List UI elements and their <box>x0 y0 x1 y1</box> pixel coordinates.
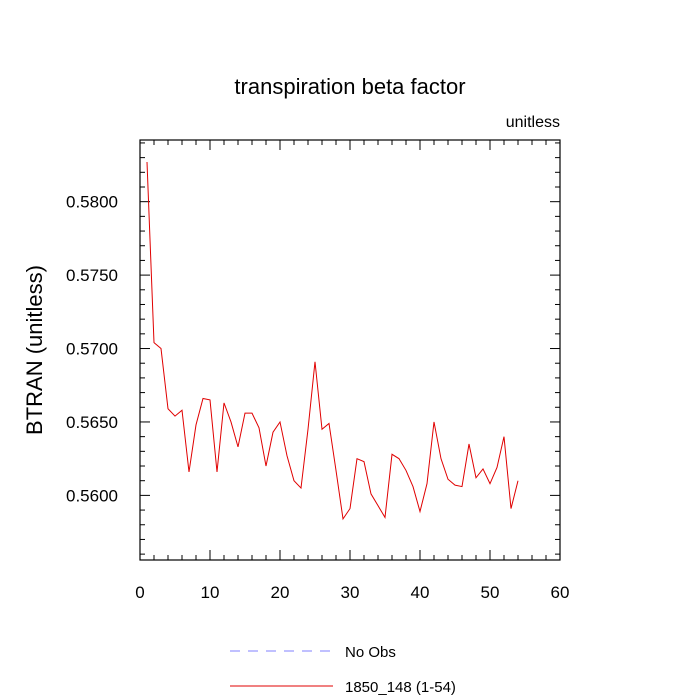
y-tick-label: 0.5800 <box>66 193 118 212</box>
y-axis-label: BTRAN (unitless) <box>22 265 47 435</box>
y-tick-label: 0.5700 <box>66 340 118 359</box>
x-tick-label: 20 <box>271 583 290 602</box>
x-tick-label: 60 <box>551 583 570 602</box>
series-layer <box>146 162 519 521</box>
y-tick-label: 0.5600 <box>66 486 118 505</box>
y-tick-label: 0.5650 <box>66 413 118 432</box>
x-tick-label: 50 <box>481 583 500 602</box>
x-tick-label: 0 <box>135 583 144 602</box>
units-label: unitless <box>506 114 560 131</box>
y-tick-label: 0.5750 <box>66 266 118 285</box>
x-tick-label: 30 <box>341 583 360 602</box>
x-tick-label: 10 <box>201 583 220 602</box>
legend-label-0: No Obs <box>345 644 396 661</box>
legend: No Obs 1850_148 (1-54) <box>230 644 456 696</box>
chart-title: transpiration beta factor <box>234 74 465 99</box>
axis-tick-labels: 0 10 20 30 40 50 60 0.5600 0.5650 0.5700 0.5750 0.5… <box>66 193 569 602</box>
x-tick-label: 40 <box>411 583 430 602</box>
series-line-1 <box>146 162 519 521</box>
legend-label-1: 1850_148 (1-54) <box>345 679 456 696</box>
axis-ticks <box>139 140 561 560</box>
plot-frame <box>139 139 561 561</box>
